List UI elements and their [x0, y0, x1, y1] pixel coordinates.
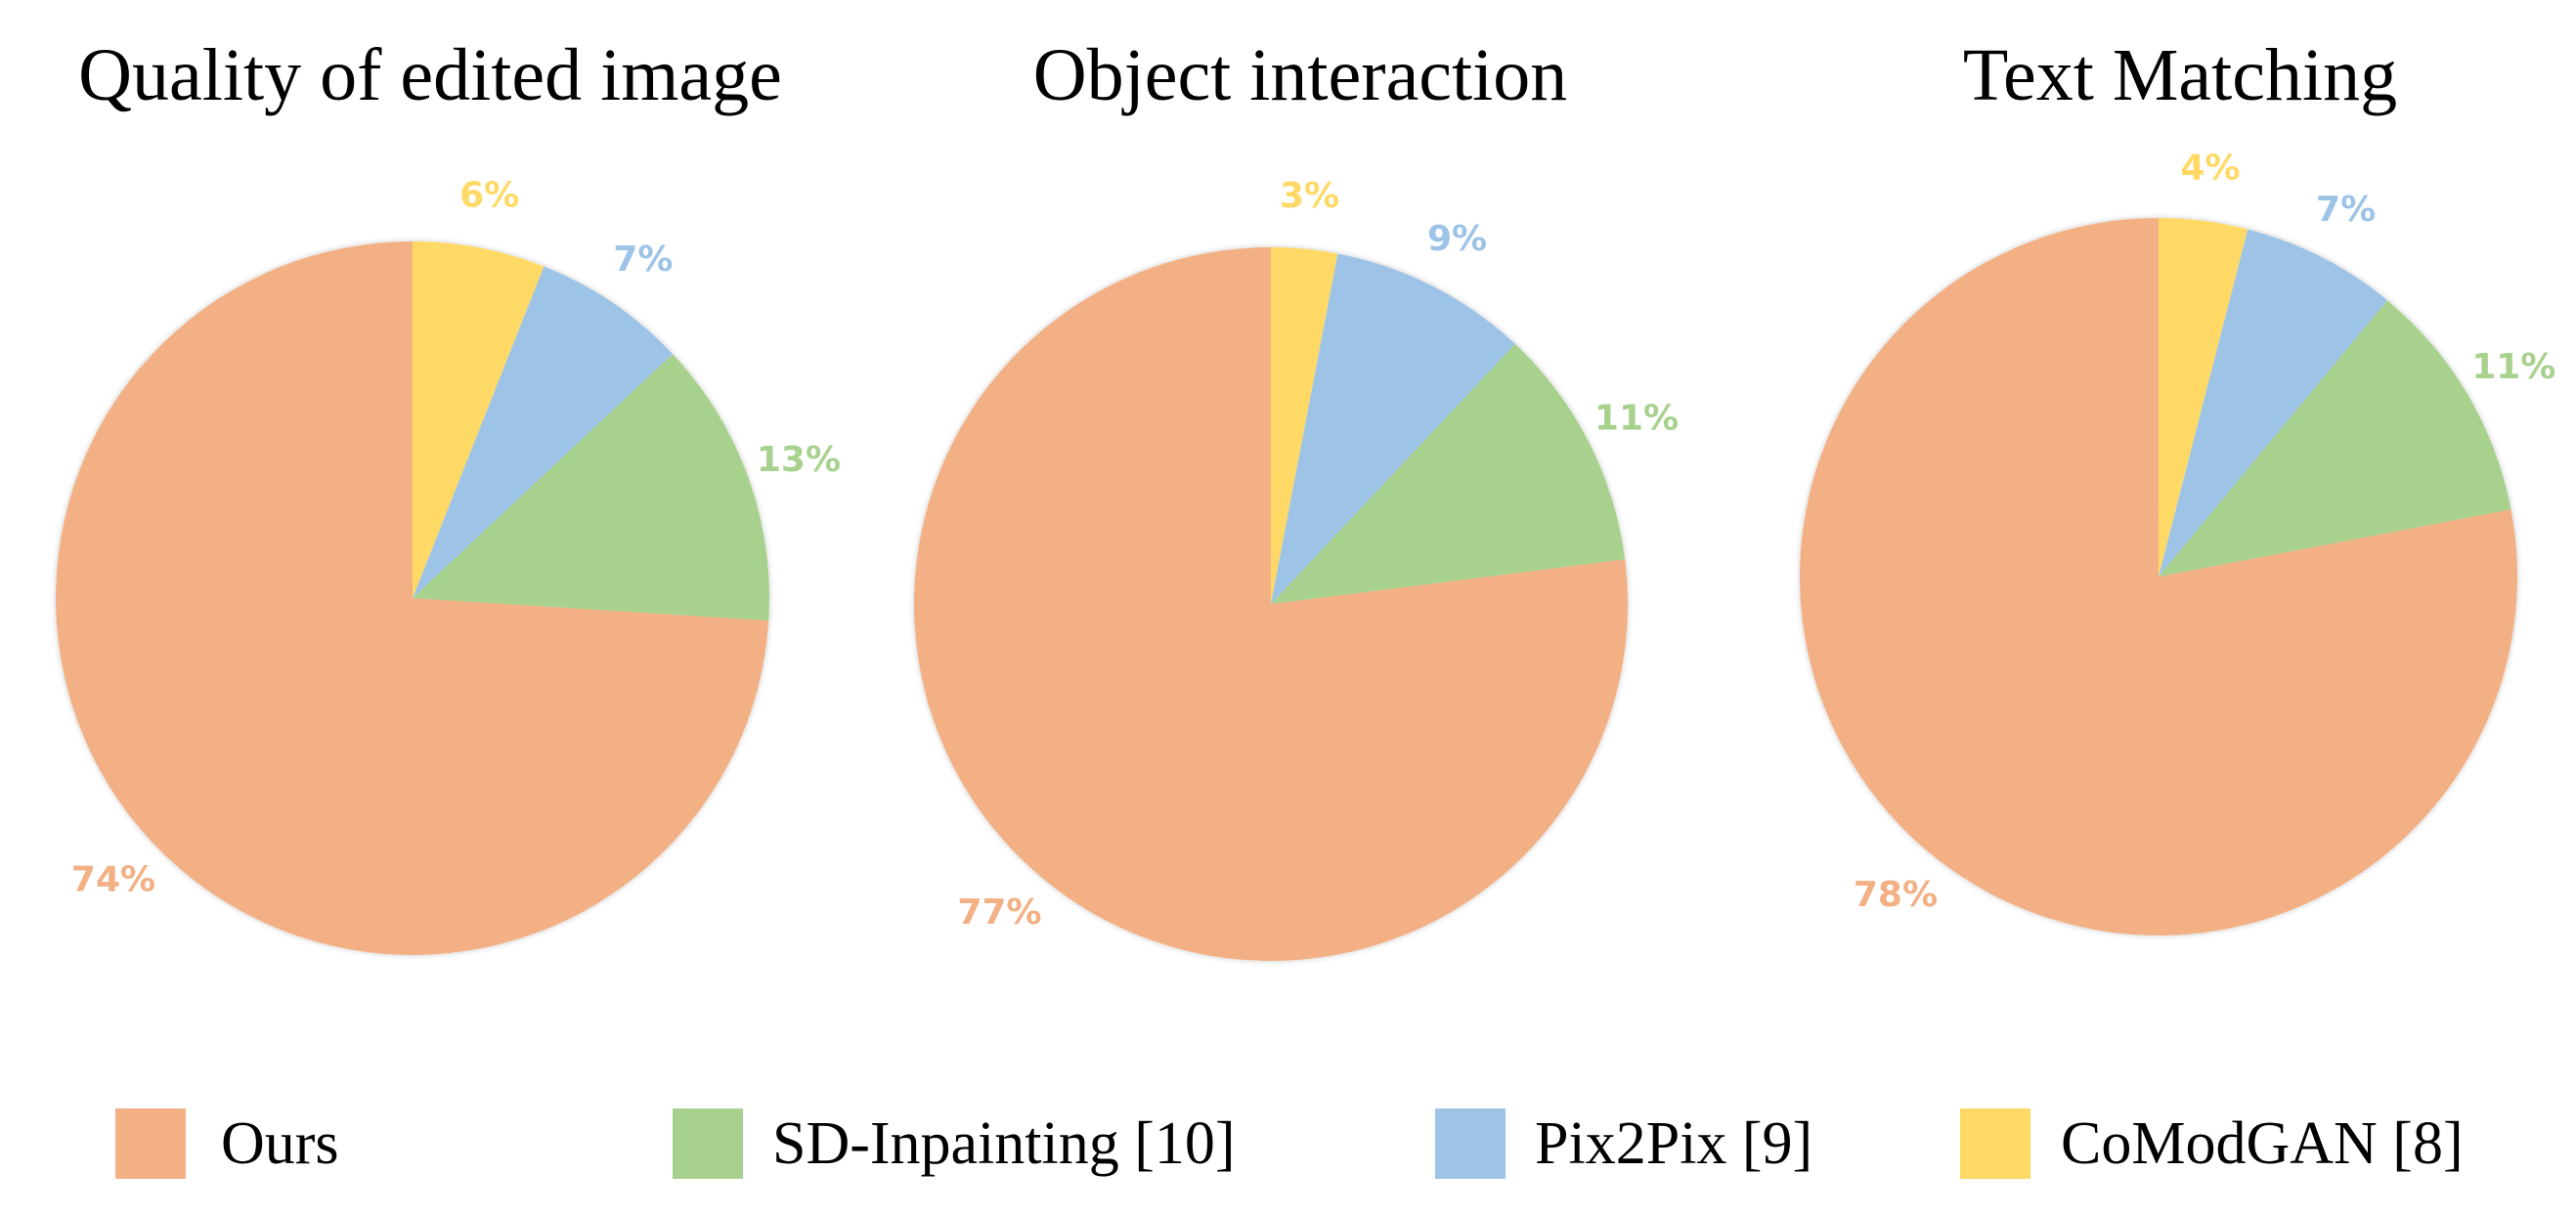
legend-swatch: [1960, 1108, 2030, 1179]
chart-title: Text Matching: [1963, 34, 2397, 116]
data-label-ours: 78%: [1854, 875, 1938, 915]
legend-item-sd-inpainting-10: SD-Inpainting [10]: [673, 1108, 1236, 1179]
legend-label: Ours: [221, 1110, 339, 1177]
chart-title: Object interaction: [1033, 34, 1568, 116]
slice-pix2pix-9: [413, 266, 674, 598]
legend-swatch: [115, 1108, 186, 1179]
data-label-ours: 77%: [957, 892, 1041, 933]
data-label-pix2pix-9: 7%: [613, 239, 673, 280]
slice-sd-inpainting-10: [413, 354, 770, 621]
legend-label: SD-Inpainting [10]: [772, 1110, 1236, 1177]
legend-swatch: [673, 1108, 743, 1179]
slice-pix2pix-9: [1271, 253, 1515, 604]
charts-layer: Quality of edited image 6% 7% 13% 74% Object …: [56, 34, 2555, 961]
legend: Ours SD-Inpainting [10] Pix2Pix [9] CoModGA…: [115, 1108, 2464, 1179]
data-label-comodgan-8: 3%: [1280, 176, 1339, 216]
data-label-pix2pix-9: 7%: [2316, 190, 2376, 230]
pie-chart-2: Object interaction 3% 9% 11% 77%: [913, 34, 1679, 961]
pie-chart-3: Text Matching 4% 7% 11% 78%: [1799, 34, 2555, 936]
legend-item-comodgan-8: CoModGAN [8]: [1960, 1108, 2464, 1179]
slice-comodgan-8: [2159, 218, 2249, 577]
slice-comodgan-8: [413, 241, 545, 598]
data-label-comodgan-8: 6%: [459, 176, 519, 216]
data-label-sd-inpainting-10: 11%: [2471, 347, 2555, 387]
slice-pix2pix-9: [2159, 229, 2387, 578]
slice-ours: [56, 241, 769, 955]
data-label-comodgan-8: 4%: [2180, 148, 2240, 188]
pie-chart-1: Quality of edited image 6% 7% 13% 74%: [56, 34, 841, 955]
data-label-sd-inpainting-10: 11%: [1594, 398, 1679, 438]
slice-sd-inpainting-10: [2159, 300, 2511, 577]
legend-label: Pix2Pix [9]: [1535, 1110, 1812, 1177]
slice-comodgan-8: [1271, 247, 1338, 604]
chart-title: Quality of edited image: [78, 34, 782, 116]
legend-swatch: [1435, 1108, 1506, 1179]
legend-label: CoModGAN [8]: [2061, 1110, 2464, 1177]
legend-item-pix2pix-9: Pix2Pix [9]: [1435, 1108, 1812, 1179]
data-label-ours: 74%: [71, 859, 155, 899]
slice-ours: [913, 247, 1628, 961]
data-label-sd-inpainting-10: 13%: [757, 440, 841, 480]
slice-sd-inpainting-10: [1271, 343, 1626, 604]
slice-ours: [1799, 218, 2517, 936]
legend-item-ours: Ours: [115, 1108, 339, 1179]
data-label-pix2pix-9: 9%: [1427, 219, 1487, 259]
